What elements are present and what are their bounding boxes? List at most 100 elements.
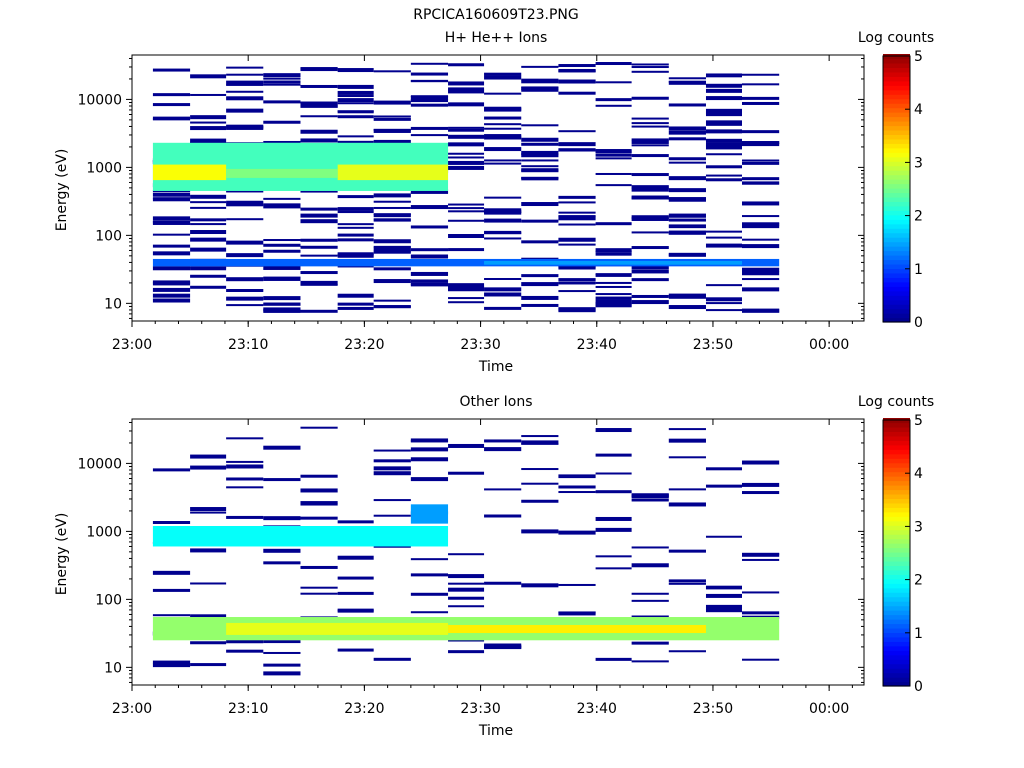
speckle-cell xyxy=(558,223,596,226)
speckle-cell xyxy=(742,287,780,292)
speckle-cell xyxy=(337,90,374,95)
speckle-cell xyxy=(631,125,669,128)
speckle-cell xyxy=(226,73,264,76)
speckle-cell xyxy=(484,237,522,240)
speckle-cell xyxy=(337,306,374,310)
band-0 xyxy=(152,526,449,547)
speckle-cell xyxy=(484,211,522,215)
speckle-cell xyxy=(705,297,742,302)
y-tick-label: 10000 xyxy=(77,92,122,108)
speckle-cell xyxy=(521,295,559,300)
panel-1-ylabel: Energy (eV) xyxy=(54,149,70,232)
speckle-cell xyxy=(448,89,485,94)
speckle-cell xyxy=(337,223,374,226)
speckle-cell xyxy=(484,92,522,95)
speckle-cell xyxy=(742,238,780,241)
speckle-cell xyxy=(668,293,706,297)
speckle-cell xyxy=(410,457,449,462)
colorbar-segment xyxy=(883,281,910,287)
speckle-cell xyxy=(410,225,449,229)
speckle-cell xyxy=(373,100,411,105)
colorbar-segment xyxy=(883,255,910,261)
colorbar-segment xyxy=(883,205,910,211)
speckle-cell xyxy=(631,246,669,250)
speckle-cell xyxy=(226,639,264,644)
speckle-cell xyxy=(705,108,742,112)
speckle-cell xyxy=(668,579,706,583)
speckle-cell xyxy=(742,161,780,165)
speckle-cell xyxy=(226,437,264,440)
speckle-cell xyxy=(152,293,191,298)
speckle-cell xyxy=(226,477,264,481)
speckle-cell xyxy=(742,182,780,185)
speckle-cell xyxy=(337,293,374,298)
speckle-cell xyxy=(300,474,338,478)
speckle-cell xyxy=(484,196,522,199)
speckle-cell xyxy=(190,218,227,222)
speckle-cell xyxy=(448,574,485,579)
speckle-cell xyxy=(448,102,485,107)
colorbar-segment xyxy=(883,636,910,642)
speckle-cell xyxy=(484,439,522,443)
x-tick-label: 23:00 xyxy=(112,701,152,717)
speckle-cell xyxy=(558,290,596,293)
speckle-cell xyxy=(742,491,780,495)
colorbar-segment xyxy=(883,299,910,305)
panel-1-colorbar: 0 1 2 3 4 5 xyxy=(882,49,923,331)
speckle-cell xyxy=(152,118,191,121)
speckle-cell xyxy=(705,236,742,239)
speckle-cell xyxy=(300,516,338,520)
colorbar-segment xyxy=(883,583,910,589)
speckle-cell xyxy=(521,86,559,90)
colorbar-segment xyxy=(883,426,910,432)
speckle-cell xyxy=(595,428,632,433)
speckle-cell xyxy=(190,507,227,512)
colorbar-segment xyxy=(883,259,910,265)
speckle-cell xyxy=(373,139,411,144)
speckle-cell xyxy=(558,583,596,586)
speckle-cell xyxy=(742,267,780,272)
colorbar-segment xyxy=(883,188,910,194)
speckle-cell xyxy=(558,201,596,204)
panel-2-ylabel: Energy (eV) xyxy=(54,513,70,596)
speckle-cell xyxy=(300,67,338,70)
speckle-cell xyxy=(705,609,742,613)
speckle-cell xyxy=(373,115,411,118)
speckle-cell xyxy=(410,205,449,210)
speckle-cell xyxy=(484,218,522,223)
colorbar-segment xyxy=(883,476,910,482)
speckle-cell xyxy=(705,96,742,101)
speckle-cell xyxy=(668,294,706,299)
colorbar-segment xyxy=(883,645,910,651)
colorbar-tick-label: 4 xyxy=(914,102,923,118)
speckle-cell xyxy=(631,96,669,100)
colorbar-segment xyxy=(883,610,910,616)
speckle-cell xyxy=(410,189,449,194)
speckle-cell xyxy=(484,581,522,585)
colorbar-segment xyxy=(883,54,910,60)
colorbar-segment xyxy=(883,272,910,278)
speckle-cell xyxy=(668,582,706,585)
speckle-cell xyxy=(668,456,706,459)
speckle-cell xyxy=(595,222,632,226)
speckle-cell xyxy=(263,561,301,565)
speckle-cell xyxy=(263,203,301,206)
speckle-cell xyxy=(337,608,374,613)
colorbar-segment xyxy=(883,511,910,517)
speckle-cell xyxy=(595,527,632,532)
speckle-cell xyxy=(484,147,522,152)
speckle-cell xyxy=(742,271,780,276)
speckle-cell xyxy=(668,231,706,235)
colorbar-segment xyxy=(883,623,910,629)
speckle-cell xyxy=(337,95,374,98)
speckle-cell xyxy=(300,245,338,249)
speckle-cell xyxy=(668,188,706,193)
speckle-cell xyxy=(152,244,191,248)
speckle-cell xyxy=(152,216,191,221)
speckle-cell xyxy=(558,237,596,242)
speckle-cell xyxy=(410,283,449,287)
speckle-cell xyxy=(521,440,559,445)
speckle-cell xyxy=(226,80,264,85)
colorbar-segment xyxy=(883,98,910,104)
colorbar-frame xyxy=(882,55,911,323)
